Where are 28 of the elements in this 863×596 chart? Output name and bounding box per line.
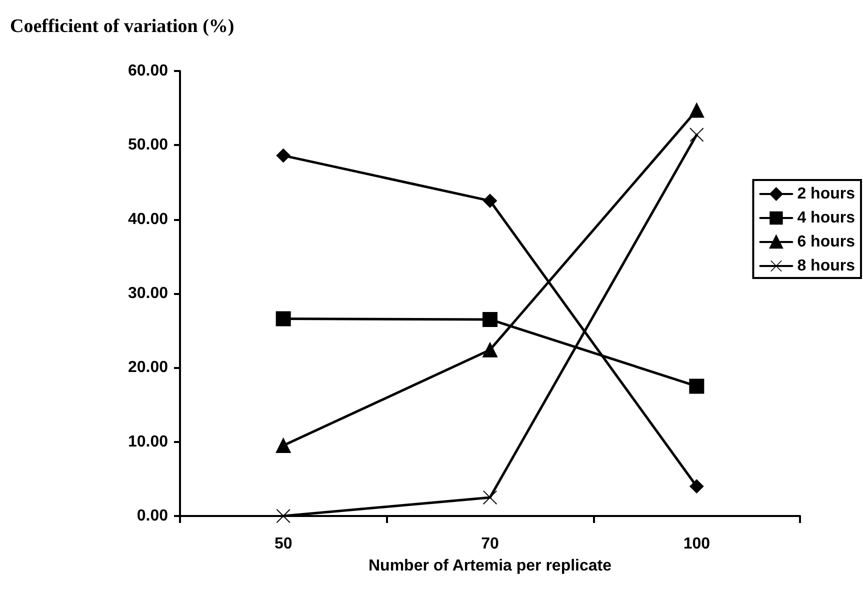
x-tick-label: 70 <box>481 536 499 552</box>
y-tick-label: 10.00 <box>128 433 168 450</box>
x-tick-label: 50 <box>274 536 292 552</box>
y-tick-label: 50.00 <box>128 136 168 154</box>
point <box>276 509 290 523</box>
point <box>482 312 498 327</box>
y-tick-label: 40.00 <box>128 210 168 228</box>
legend-label: 2 hours <box>797 186 856 202</box>
legend-label: 6 hours <box>797 234 856 250</box>
x-tick-label: 100 <box>683 536 710 552</box>
point <box>690 128 704 142</box>
point <box>690 479 704 494</box>
point <box>689 378 704 394</box>
point <box>482 342 498 358</box>
point <box>276 311 291 326</box>
y-tick-label: 60.00 <box>128 62 168 80</box>
x-axis-title: Number of Artemia per replicate <box>368 558 612 574</box>
legend-label: 4 hours <box>797 210 856 226</box>
y-tick-label: 30.00 <box>128 285 168 302</box>
point <box>483 194 497 208</box>
chart-title: Coefficient of variation (%) <box>10 16 234 37</box>
point <box>689 102 704 118</box>
point <box>483 490 497 504</box>
y-tick-label: 0.00 <box>136 508 168 524</box>
legend-label: 8 hours <box>797 258 856 274</box>
y-tick-label: 20.00 <box>128 359 168 376</box>
point <box>276 438 291 454</box>
point <box>276 148 290 163</box>
